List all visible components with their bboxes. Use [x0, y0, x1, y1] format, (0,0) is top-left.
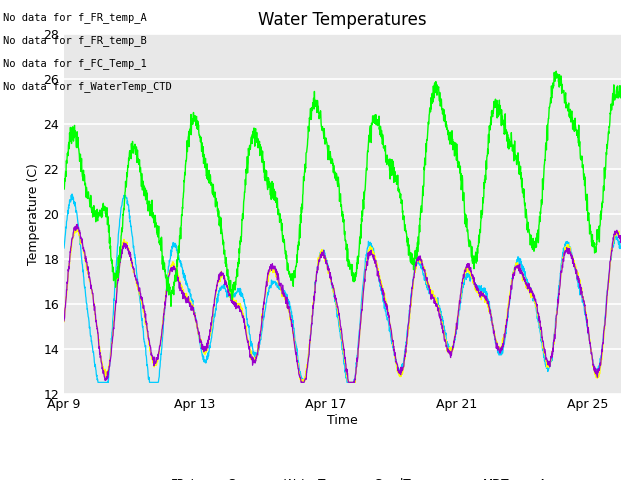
- Text: No data for f_FR_temp_A: No data for f_FR_temp_A: [3, 12, 147, 23]
- MDTemp_A: [60, 245, 68, 251]
- Line: CondTemp: CondTemp: [64, 224, 621, 383]
- CondTemp: [297, 380, 305, 385]
- WaterT: [89, 293, 97, 299]
- WaterT: [601, 320, 609, 326]
- Title: Water Temperatures: Water Temperatures: [258, 11, 427, 29]
- WaterT: [499, 335, 507, 341]
- WaterT: [60, 319, 68, 324]
- FR_temp_C: [88, 205, 96, 211]
- CondTemp: [601, 322, 609, 328]
- MDTemp_A: [68, 191, 76, 197]
- MDTemp_A: [332, 296, 339, 302]
- CondTemp: [499, 341, 507, 347]
- Text: No data for f_FR_temp_B: No data for f_FR_temp_B: [3, 35, 147, 46]
- FR_temp_C: [499, 122, 506, 128]
- CondTemp: [317, 252, 324, 257]
- Line: FR_temp_C: FR_temp_C: [64, 71, 621, 306]
- MDTemp_A: [94, 380, 102, 385]
- WaterT: [74, 224, 82, 230]
- WaterT: [298, 380, 306, 385]
- Legend: FR_temp_C, WaterT, CondTemp, MDTemp_A: FR_temp_C, WaterT, CondTemp, MDTemp_A: [133, 473, 552, 480]
- CondTemp: [617, 235, 625, 240]
- MDTemp_A: [617, 243, 625, 249]
- WaterT: [617, 236, 625, 241]
- WaterT: [602, 318, 609, 324]
- MDTemp_A: [601, 315, 609, 321]
- CondTemp: [89, 290, 97, 296]
- FR_temp_C: [602, 164, 609, 170]
- Line: WaterT: WaterT: [64, 227, 621, 383]
- FR_temp_C: [331, 175, 339, 181]
- X-axis label: Time: Time: [327, 414, 358, 427]
- Text: No data for f_WaterTemp_CTD: No data for f_WaterTemp_CTD: [3, 81, 172, 92]
- FR_temp_C: [316, 112, 324, 118]
- WaterT: [317, 253, 324, 259]
- Y-axis label: Temperature (C): Temperature (C): [28, 163, 40, 264]
- CondTemp: [74, 221, 81, 227]
- FR_temp_C: [60, 180, 68, 186]
- CondTemp: [602, 317, 609, 323]
- MDTemp_A: [499, 348, 507, 354]
- MDTemp_A: [602, 313, 609, 319]
- FR_temp_C: [617, 95, 625, 101]
- FR_temp_C: [167, 303, 175, 309]
- FR_temp_C: [552, 68, 560, 74]
- MDTemp_A: [317, 252, 324, 258]
- MDTemp_A: [89, 347, 97, 352]
- WaterT: [332, 296, 339, 301]
- CondTemp: [332, 292, 339, 298]
- CondTemp: [60, 318, 68, 324]
- Line: MDTemp_A: MDTemp_A: [64, 194, 621, 383]
- FR_temp_C: [601, 174, 609, 180]
- Text: No data for f_FC_Temp_1: No data for f_FC_Temp_1: [3, 58, 147, 69]
